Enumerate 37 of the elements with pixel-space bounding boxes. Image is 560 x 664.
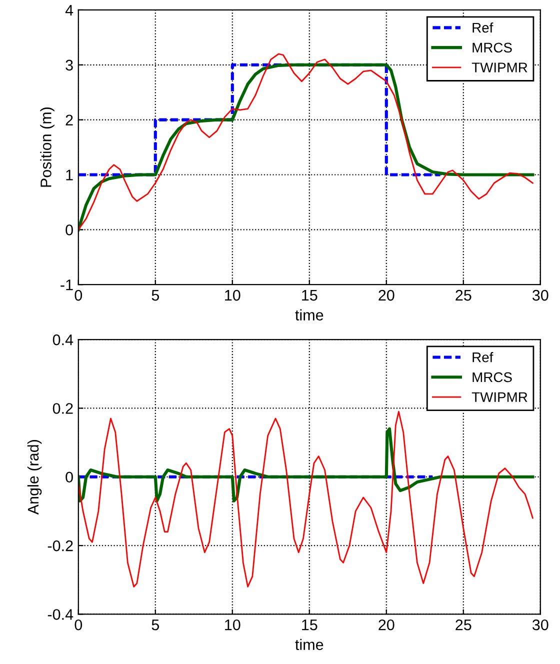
line-series (78, 427, 534, 502)
x-tick-label: 15 (302, 290, 318, 301)
x-tick-label: 20 (378, 619, 394, 630)
x-tick-label: 5 (152, 620, 160, 630)
y-tick-label: 4 (65, 4, 74, 16)
y-tick-label: 0.2 (52, 403, 73, 414)
x-tick-label: 0 (74, 290, 82, 301)
y-tick-label: 1 (66, 170, 73, 180)
y-tick-label: 0 (66, 224, 73, 236)
legend-label: TWIPMR (472, 62, 528, 72)
x-tick-label: 0 (74, 619, 82, 630)
x-tick-label: 10 (225, 619, 240, 630)
y-axis-title: Position (m) (40, 107, 54, 187)
x-axis-title: time (295, 309, 324, 320)
y-tick-label: -0.2 (48, 540, 73, 552)
x-axis-title: time (295, 638, 324, 650)
y-tick-label: 0.4 (52, 334, 74, 346)
legend-label: MRCS (472, 42, 512, 53)
y-tick-label: 3 (66, 60, 73, 71)
y-axis-title: Angle (rad) (27, 440, 42, 515)
legend-label: TWIPMR (472, 392, 528, 402)
y-tick-label: 2 (66, 114, 73, 126)
x-tick-label: 25 (456, 290, 472, 301)
y-tick-label: 0 (66, 472, 73, 483)
x-tick-label: 25 (456, 619, 472, 630)
x-tick-label: 10 (225, 290, 240, 301)
y-tick-label: -1 (60, 280, 73, 290)
y-tick-label: -0.4 (48, 609, 74, 620)
x-tick-label: 30 (532, 619, 548, 630)
x-tick-label: 30 (532, 290, 548, 301)
legend-label: MRCS (472, 372, 512, 382)
line-series (78, 410, 534, 588)
x-tick-label: 5 (152, 290, 160, 301)
legend-label: Ref (472, 352, 494, 362)
x-tick-label: 15 (302, 620, 318, 630)
legend-label: Ref (472, 22, 494, 33)
x-tick-label: 20 (378, 290, 394, 301)
